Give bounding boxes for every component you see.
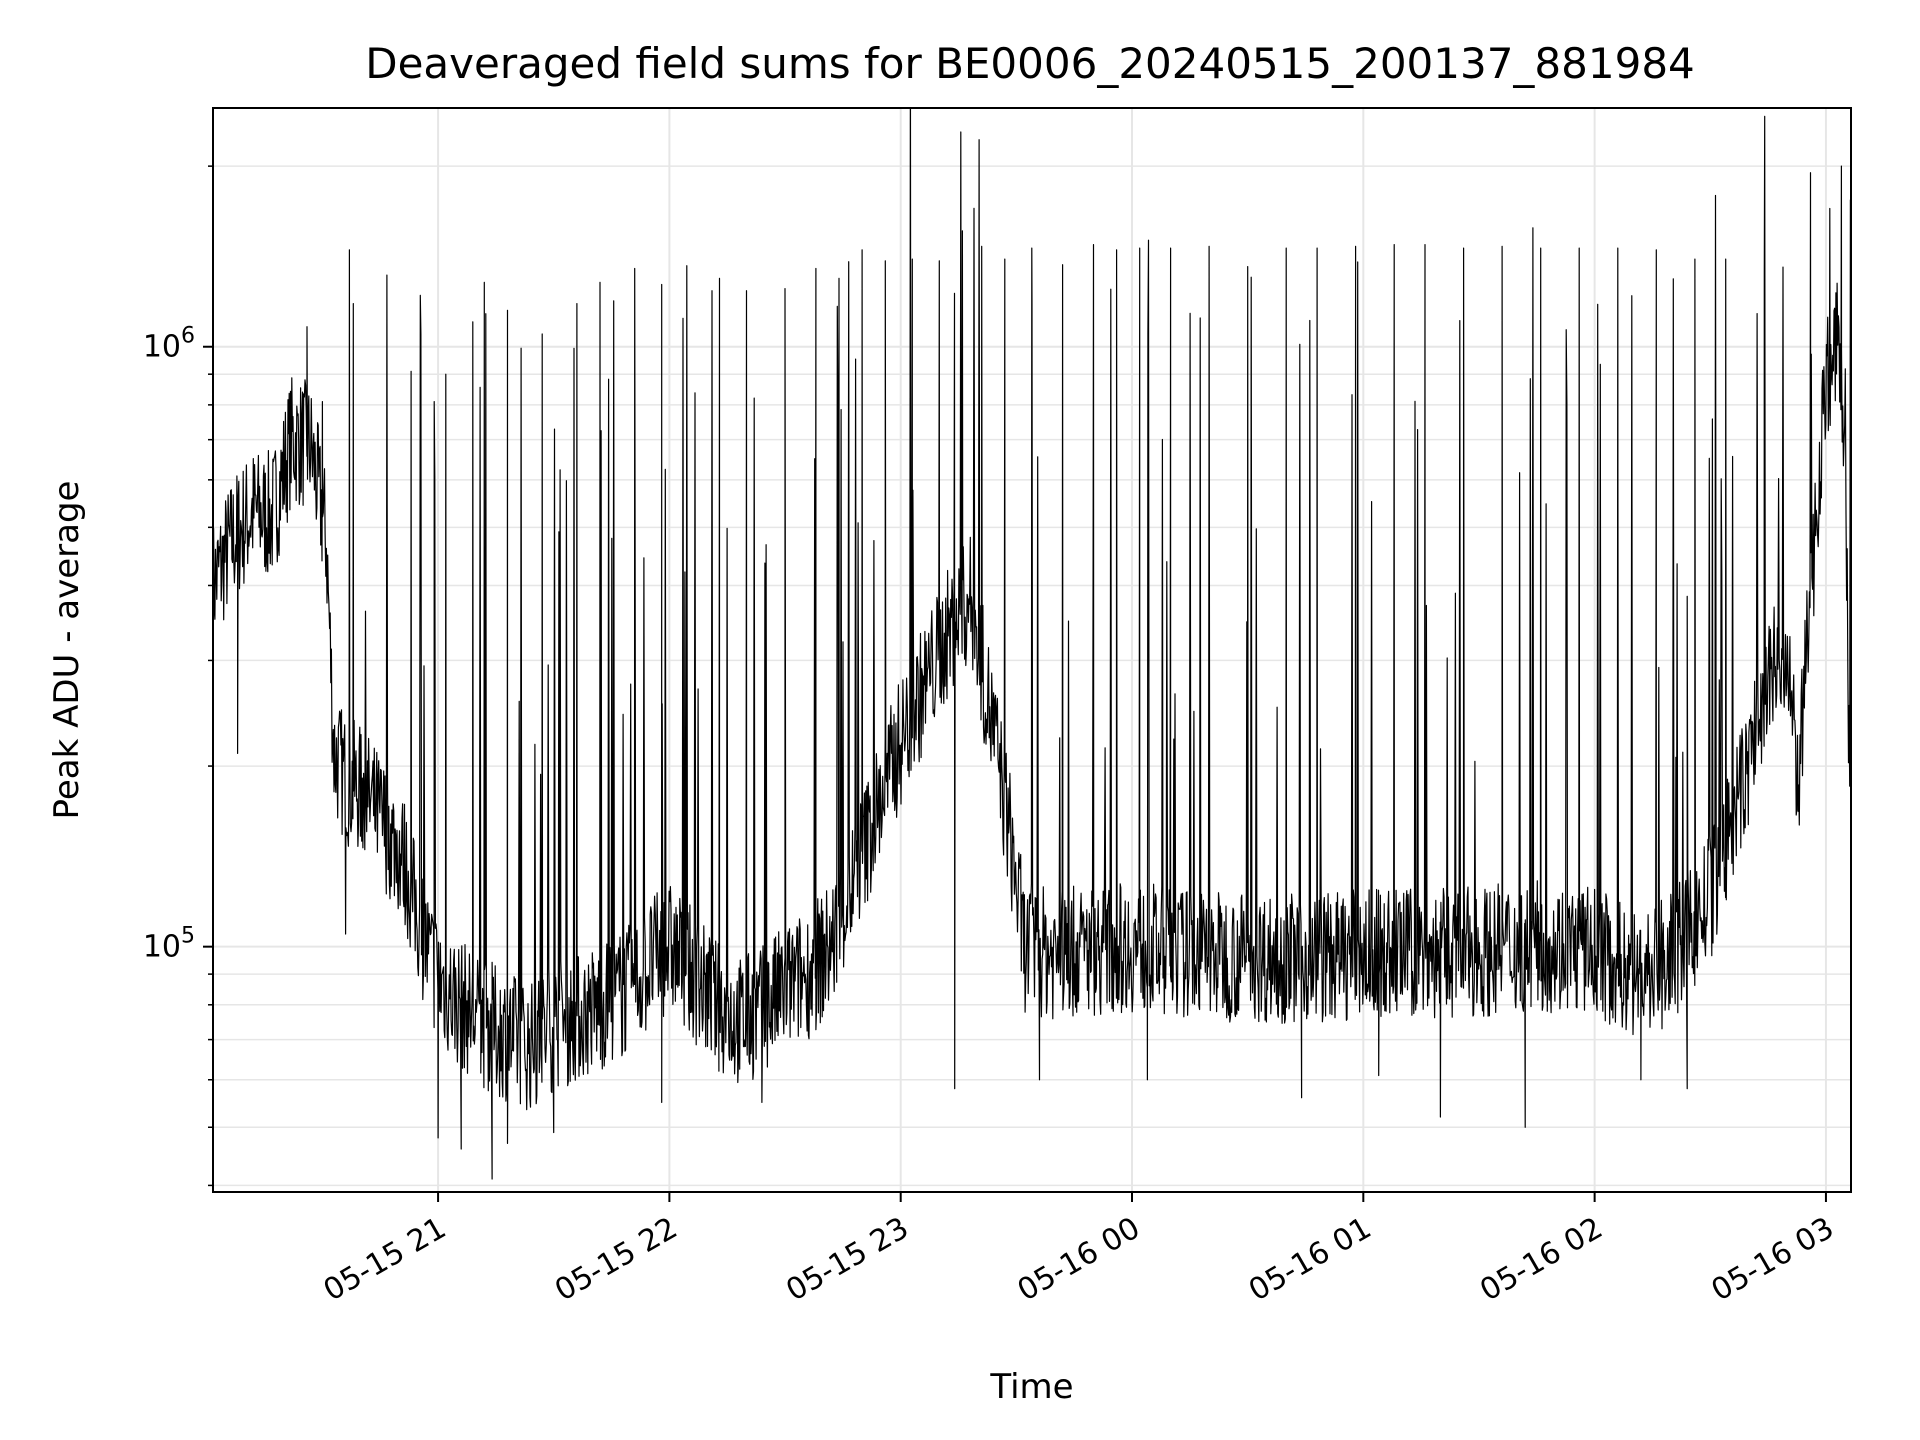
chart-title: Deaveraged field sums for BE0006_2024051…: [365, 39, 1695, 88]
x-axis-label: Time: [989, 1367, 1073, 1407]
y-tick-label: 105: [143, 924, 195, 965]
plot-frame: [212, 107, 1852, 1193]
y-tick-label: 106: [143, 324, 195, 365]
y-axis-label: Peak ADU - average: [47, 481, 87, 820]
series-line: [213, 108, 1851, 1180]
y-axis: 105 106: [143, 165, 213, 1187]
